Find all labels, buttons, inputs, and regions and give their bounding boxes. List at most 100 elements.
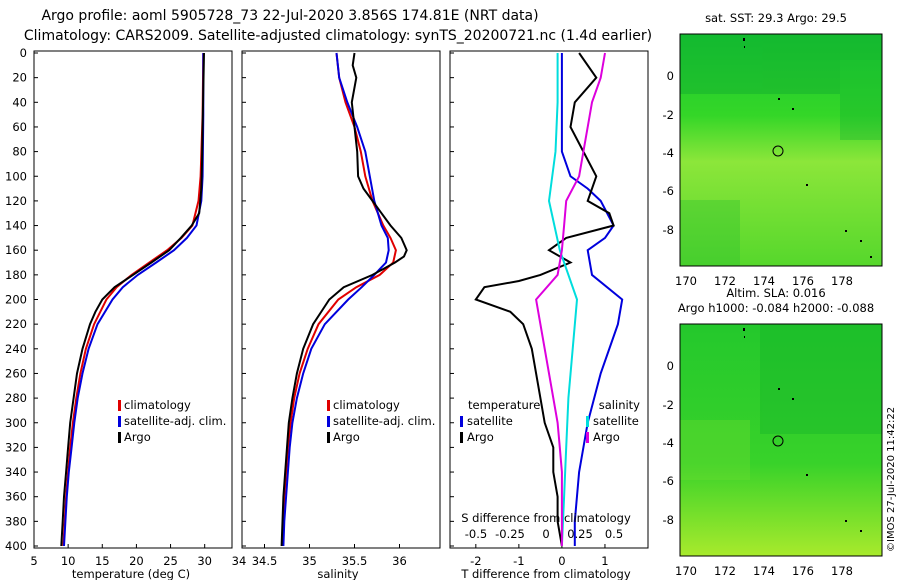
x-tick-label: -1	[513, 554, 524, 568]
legend-label: Argo	[333, 430, 360, 444]
salinity-legend: climatology satellite-adj. clim. Argo	[327, 398, 435, 444]
map-x-tick-label: 172	[714, 274, 736, 288]
map-tick-labels: 170 172 174 176 178 0 -2 -4 -6 -8 170 172 174 176 178 0…	[663, 69, 853, 578]
legend-label: satellite	[467, 414, 513, 428]
map1-argo-marker	[772, 145, 784, 157]
map-x-tick-label: 178	[831, 274, 853, 288]
map-y-tick-label: -4	[663, 146, 674, 160]
island-dot	[778, 98, 780, 100]
salinity-line-satellite-adj-clim-	[282, 52, 390, 547]
x-tick-label: 10	[61, 554, 76, 568]
legend-label: Argo	[593, 430, 620, 444]
map2-frame	[679, 323, 883, 557]
title-line-1: Argo profile: aoml 5905728_73 22-Jul-202…	[41, 8, 538, 24]
x-tick-label: 30	[197, 554, 212, 568]
map1-frame	[679, 33, 883, 267]
title-line-2: Climatology: CARS2009. Satellite-adjuste…	[24, 28, 652, 44]
map2-shade	[760, 324, 882, 434]
s-diff-tick-label: -0.25	[495, 527, 525, 541]
temperature-series-group	[60, 52, 205, 547]
map1-shade	[680, 34, 882, 94]
differences-line-t-satellite	[560, 53, 624, 546]
y-tick-label: 300	[5, 416, 27, 430]
map2-title-2: Argo h1000: -0.084 h2000: -0.088	[678, 301, 874, 315]
y-tick-label: 100	[5, 169, 27, 183]
axis-ticks: 5 10 15 20 25 30 34020406080100120140160180200…	[5, 46, 623, 568]
map2-argo-marker	[772, 435, 784, 447]
x-tick-label: 34.5	[252, 554, 278, 568]
map-x-tick-label: 176	[792, 274, 814, 288]
map-x-tick-label: 178	[831, 564, 853, 578]
legend-label: climatology	[124, 398, 191, 412]
island-dot	[806, 184, 808, 186]
map1-shade	[680, 200, 740, 266]
y-tick-label: 180	[5, 268, 27, 282]
salinity-line-argo	[280, 52, 408, 547]
island-dot	[744, 336, 745, 338]
legend-label: satellite-adj. clim.	[124, 414, 226, 428]
x-tick-label: 34	[232, 554, 247, 568]
y-tick-label: 340	[5, 465, 27, 479]
temperature-legend: climatology satellite-adj. clim. Argo	[118, 398, 226, 444]
island-dot	[792, 398, 794, 400]
differences-line-s-satellite	[547, 53, 579, 547]
map-y-tick-label: -6	[663, 474, 674, 488]
island-dot	[845, 520, 847, 522]
y-tick-label: 380	[5, 514, 27, 528]
legend-label: satellite	[593, 414, 639, 428]
map2-title-1: Altim. SLA: 0.016	[726, 286, 825, 300]
map-x-tick-label: 174	[753, 274, 775, 288]
legend-swatch-argo	[118, 432, 121, 443]
island-dot	[778, 388, 780, 390]
y-tick-label: 400	[5, 539, 27, 553]
island-dot	[860, 240, 862, 242]
difference-xlabel: T difference from climatology	[460, 567, 631, 580]
s-diff-tick-label: 0	[542, 527, 549, 541]
island-dot	[792, 108, 794, 110]
map-y-tick-label: 0	[667, 359, 674, 373]
map2-field	[680, 324, 882, 556]
legend-swatch-climatology	[118, 400, 121, 411]
temperature-line-argo	[60, 52, 205, 547]
salinity-xlabel: salinity	[317, 567, 358, 580]
y-tick-label: 0	[20, 46, 27, 60]
map2-texture	[680, 324, 882, 480]
map-x-tick-label: 170	[675, 564, 697, 578]
temperature-xlabel: temperature (deg C)	[72, 567, 190, 580]
x-tick-label: -2	[470, 554, 481, 568]
legend-swatch-satellite	[327, 416, 330, 427]
legend-swatch-s-argo	[586, 432, 589, 443]
differences-line-s-argo	[535, 52, 606, 546]
y-tick-label: 220	[5, 317, 27, 331]
y-tick-label: 320	[5, 440, 27, 454]
map-y-tick-label: -8	[663, 223, 674, 237]
y-tick-label: 240	[5, 342, 27, 356]
x-tick-label: 15	[95, 554, 110, 568]
difference-axes	[449, 50, 649, 549]
y-tick-label: 200	[5, 293, 27, 307]
islands	[743, 38, 872, 532]
map-y-tick-label: 0	[667, 69, 674, 83]
differences-line-t-argo	[474, 52, 615, 547]
salinity-series-group	[280, 52, 408, 547]
x-tick-label: 25	[163, 554, 178, 568]
map-x-tick-label: 174	[753, 564, 775, 578]
legend-swatch-climatology	[327, 400, 330, 411]
map-y-tick-label: -4	[663, 436, 674, 450]
y-tick-label: 60	[12, 120, 27, 134]
s-diff-tick-label: 0.25	[567, 527, 593, 541]
x-tick-label: 36	[392, 554, 407, 568]
legend-label: satellite-adj. clim.	[333, 414, 435, 428]
map-x-tick-label: 172	[714, 564, 736, 578]
map-y-tick-label: -2	[663, 108, 674, 122]
s-diff-tick-label: -0.5	[465, 527, 487, 541]
legend-label: Argo	[467, 430, 494, 444]
map1-texture	[680, 34, 882, 266]
island-dot	[743, 38, 745, 41]
legend-label: climatology	[333, 398, 400, 412]
y-tick-label: 280	[5, 391, 27, 405]
y-tick-label: 120	[5, 194, 27, 208]
island-dot	[743, 328, 745, 331]
island-dot	[845, 230, 847, 232]
